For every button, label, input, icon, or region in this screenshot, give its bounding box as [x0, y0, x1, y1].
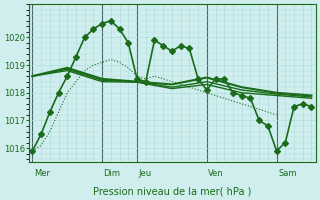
Text: Sam: Sam	[278, 169, 297, 178]
Text: Jeu: Jeu	[139, 169, 152, 178]
Text: Dim: Dim	[104, 169, 121, 178]
Text: Mer: Mer	[34, 169, 50, 178]
Text: Ven: Ven	[208, 169, 224, 178]
Text: Pression niveau de la mer( hPa ): Pression niveau de la mer( hPa )	[93, 187, 252, 197]
